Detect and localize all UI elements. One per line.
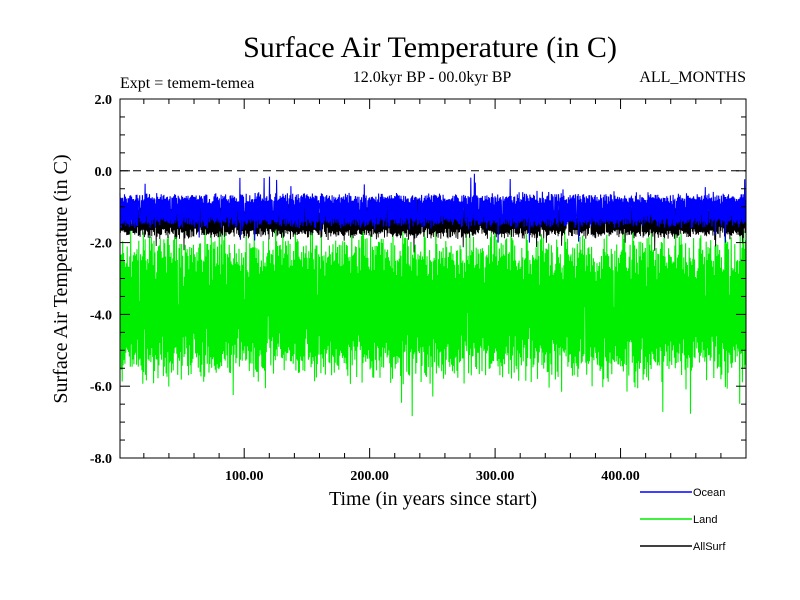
months-label: ALL_MONTHS: [639, 69, 746, 86]
y-tick-label: 2.0: [95, 93, 113, 108]
y-axis-label: Surface Air Temperature (in C): [50, 154, 72, 403]
legend: Ocean Land AllSurf: [640, 487, 726, 553]
y-tick-label: 0.0: [95, 165, 113, 180]
legend-label-land: Land: [693, 514, 717, 526]
x-tick-label: 400.00: [601, 469, 640, 484]
series-line-land: [119, 206, 747, 417]
axes: -8.0 -6.0 -4.0 -2.0 0.0 2.0 100.00 200.00 300.00…: [90, 93, 747, 484]
x-axis-label: Time (in years since start): [329, 488, 537, 510]
y-tick-label: -8.0: [90, 452, 112, 467]
y-tick-label: -2.0: [90, 237, 112, 252]
y-tick-label: -6.0: [90, 380, 112, 395]
x-tick-label: 100.00: [225, 469, 264, 484]
chart-title: Surface Air Temperature (in C): [243, 31, 617, 64]
time-range-label: 12.0kyr BP - 00.0kyr BP: [353, 69, 512, 86]
series-line-ocean: [119, 173, 747, 243]
legend-label-allsurf: AllSurf: [693, 541, 726, 553]
y-tick-label: -4.0: [90, 308, 112, 323]
experiment-label: Expt = temem-temea: [120, 75, 254, 92]
series-layer: [119, 173, 747, 417]
legend-label-ocean: Ocean: [693, 487, 725, 499]
x-tick-label: 200.00: [350, 469, 389, 484]
x-tick-label: 300.00: [476, 469, 515, 484]
